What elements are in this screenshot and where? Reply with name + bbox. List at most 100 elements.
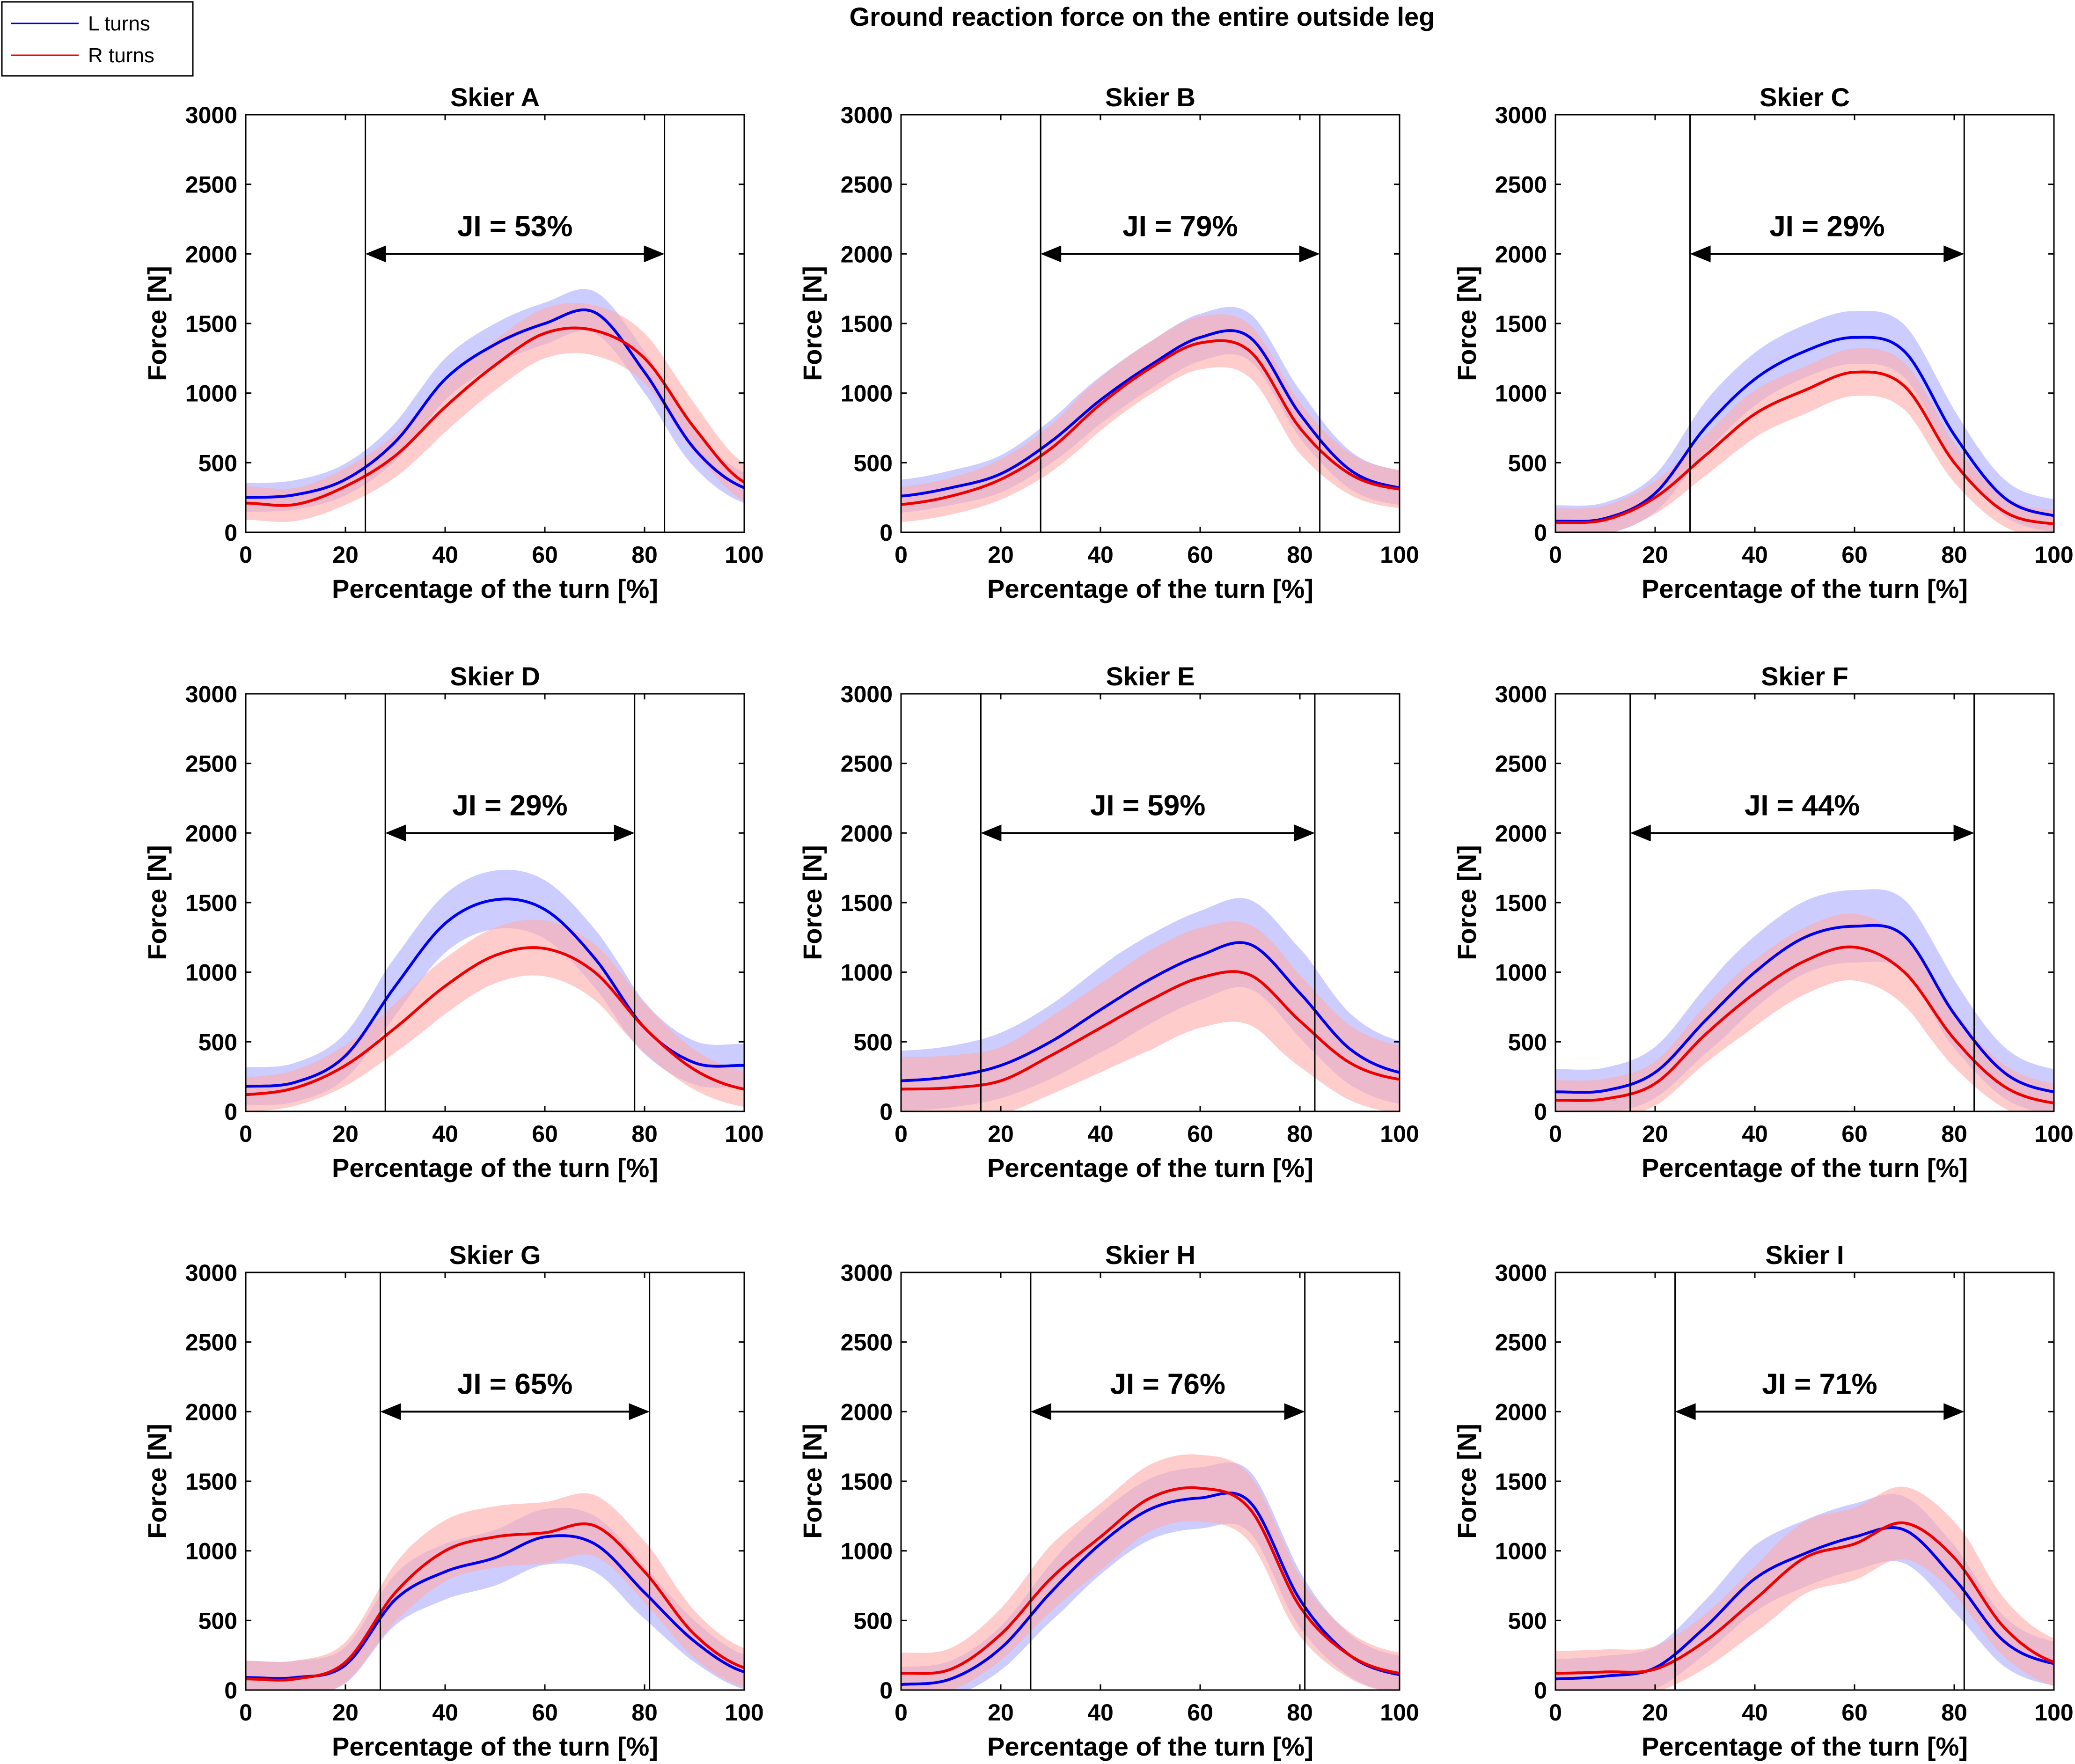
y-tick-label: 1500: [185, 311, 237, 337]
plot-content: [246, 115, 744, 532]
x-tick-label: 40: [1742, 1121, 1768, 1147]
y-tick-label: 500: [1508, 1029, 1547, 1055]
x-tick-label: 40: [1087, 542, 1114, 568]
y-tick-label: 2000: [185, 241, 237, 267]
y-tick-label: 2000: [841, 241, 893, 267]
y-tick-label: 2000: [841, 1399, 893, 1425]
ji-arrow-head-left: [365, 245, 386, 263]
x-tick-label: 20: [332, 1121, 359, 1147]
panel-title: Skier H: [1105, 1240, 1195, 1270]
plot-content: [901, 1272, 1400, 1690]
y-tick-label: 0: [224, 520, 237, 546]
y-axis-label: Force [N]: [1452, 266, 1481, 381]
x-tick-label: 60: [532, 1699, 558, 1726]
x-tick-label: 0: [895, 1121, 908, 1147]
x-axis-label: Percentage of the turn [%]: [1642, 1153, 1968, 1183]
plot-content: [246, 1272, 744, 1690]
x-tick-label: 0: [1549, 1121, 1562, 1147]
line-r-turns: [901, 1486, 1400, 1675]
panel-skier-a: JI = 53%0 20 40 60 80 10005001000150020002500…: [142, 82, 764, 603]
y-tick-label: 1000: [185, 960, 237, 986]
line-l-turns: [901, 941, 1400, 1082]
y-tick-label: 2000: [185, 820, 237, 846]
x-axis-label: Percentage of the turn [%]: [987, 574, 1313, 603]
x-tick-label: 40: [432, 1121, 458, 1147]
line-r-turns: [246, 326, 744, 507]
y-tick-label: 1000: [1495, 381, 1547, 407]
x-tick-label: 60: [532, 1121, 558, 1147]
line-l-turns: [1555, 924, 2054, 1094]
y-tick-label: 1500: [841, 890, 893, 916]
y-tick-label: 1500: [1495, 1469, 1547, 1495]
y-tick-label: 500: [854, 1029, 893, 1055]
x-tick-label: 20: [1642, 542, 1668, 568]
x-tick-label: 60: [1187, 1699, 1213, 1726]
band-r-turns: [901, 921, 1400, 1111]
panel-title: Skier F: [1761, 662, 1848, 691]
x-tick-label: 80: [1941, 542, 1967, 568]
panel-skier-b: JI = 79%0 20 40 60 80 10005001000150020002500…: [798, 82, 1419, 603]
ji-arrow-head-right: [1943, 1403, 1965, 1420]
x-tick-label: 60: [1841, 542, 1868, 568]
x-tick-label: 60: [532, 542, 558, 568]
y-tick-label: 500: [1508, 1608, 1547, 1634]
ji-arrow-head-right: [1294, 824, 1315, 842]
x-tick-label: 40: [432, 542, 458, 568]
legend-label-l-turns: L turns: [88, 12, 150, 35]
ji-label: JI = 76%: [1110, 1368, 1225, 1400]
figure-title: Ground reaction force on the entire outs…: [850, 2, 1435, 31]
ji-arrow-head-right: [1943, 245, 1965, 263]
line-r-turns: [901, 339, 1400, 506]
panel-skier-c: JI = 29%0 20 40 60 80 10005001000150020002500…: [1452, 82, 2074, 603]
y-tick-label: 2000: [1495, 820, 1547, 846]
y-tick-label: 1500: [841, 1469, 893, 1495]
y-tick-label: 3000: [1495, 1260, 1547, 1286]
x-axis-label: Percentage of the turn [%]: [1642, 1732, 1968, 1761]
x-tick-label: 0: [895, 1699, 908, 1726]
band-r-turns: [901, 1454, 1400, 1690]
y-tick-label: 1500: [841, 311, 893, 337]
panel-title: Skier A: [450, 82, 540, 112]
x-tick-label: 20: [332, 542, 359, 568]
x-tick-label: 80: [1287, 1699, 1313, 1726]
y-tick-label: 3000: [185, 681, 237, 707]
ji-arrow-head-right: [1953, 824, 1974, 842]
x-tick-label: 60: [1841, 1699, 1868, 1726]
ji-arrow-head-left: [380, 1403, 401, 1420]
x-tick-label: 80: [1941, 1699, 1967, 1726]
ji-arrow-head-left: [1630, 824, 1651, 842]
x-tick-label: 40: [1742, 1699, 1768, 1726]
y-tick-label: 500: [198, 1029, 237, 1055]
line-l-turns: [901, 329, 1400, 498]
ji-arrow-head-left: [1690, 245, 1711, 263]
line-r-turns: [1555, 945, 2054, 1105]
panel-title: Skier E: [1106, 662, 1195, 691]
plot-content: [246, 694, 744, 1111]
panel-title: Skier C: [1760, 82, 1850, 112]
y-tick-label: 0: [880, 1677, 893, 1704]
band-r-turns: [1555, 1486, 2054, 1690]
y-tick-label: 0: [1534, 1677, 1547, 1704]
line-r-turns: [246, 1522, 744, 1682]
y-tick-label: 1000: [841, 960, 893, 986]
x-tick-label: 100: [725, 1121, 763, 1147]
y-tick-label: 2000: [185, 1399, 237, 1425]
x-tick-label: 80: [1287, 542, 1313, 568]
y-tick-label: 500: [198, 450, 237, 476]
y-tick-label: 0: [880, 520, 893, 546]
y-tick-label: 2500: [185, 751, 237, 777]
x-tick-label: 80: [631, 542, 658, 568]
plot-content: [901, 694, 1400, 1111]
y-tick-label: 500: [1508, 450, 1547, 476]
ji-label: JI = 44%: [1745, 789, 1860, 822]
y-tick-label: 0: [224, 1677, 237, 1704]
ji-arrow-head-left: [1030, 1403, 1051, 1420]
line-r-turns: [1555, 370, 2054, 526]
panel-skier-h: JI = 76%0 20 40 60 80 10005001000150020002500…: [798, 1240, 1419, 1761]
panel-title: Skier D: [450, 662, 540, 691]
y-axis-label: Force [N]: [798, 845, 827, 960]
ji-label: JI = 79%: [1122, 210, 1238, 243]
line-l-turns: [246, 308, 744, 499]
line-r-turns: [901, 970, 1400, 1091]
